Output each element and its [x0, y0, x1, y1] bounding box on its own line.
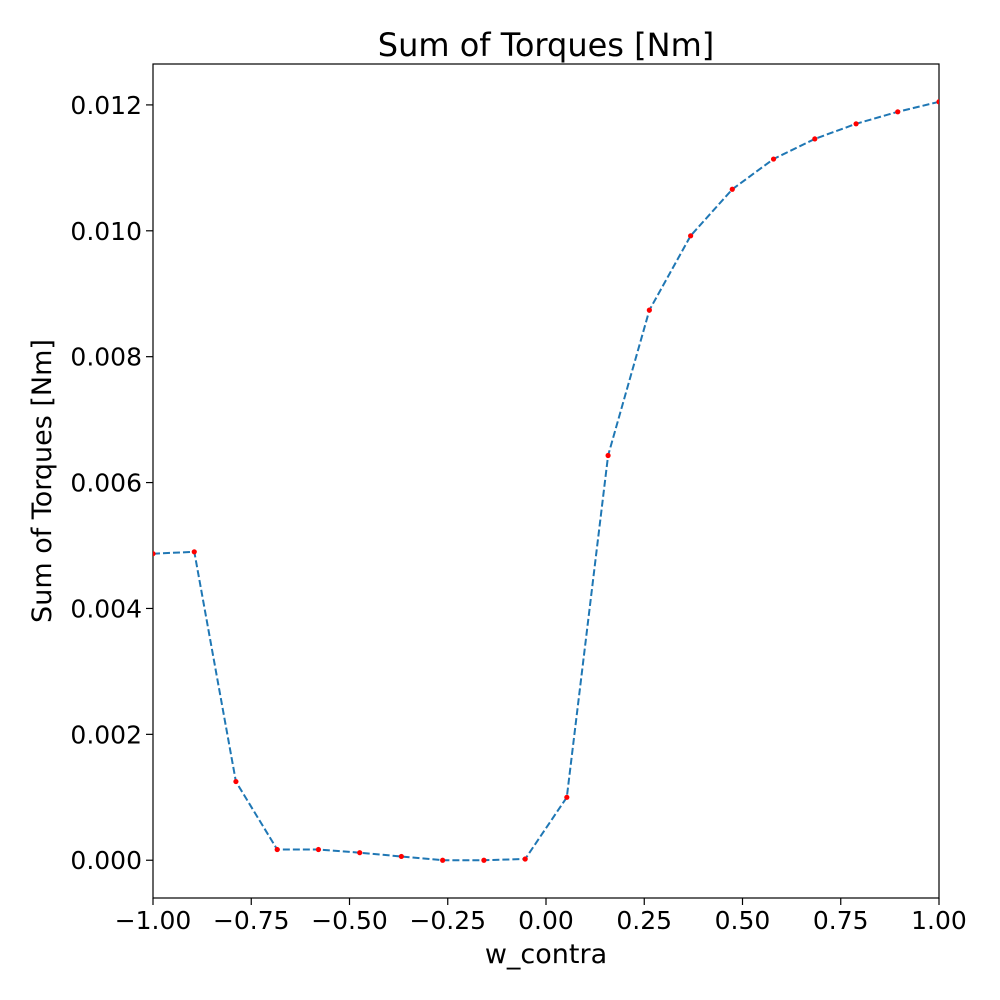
data-point	[357, 850, 363, 856]
data-point	[853, 121, 859, 127]
y-tick-label: 0.000	[70, 846, 142, 875]
series-layer	[153, 99, 939, 863]
x-axis: −1.00 −0.75 −0.50 −0.25 0.00 0.25 0.50 0.75 1.00	[115, 898, 967, 935]
data-point	[936, 99, 939, 105]
data-point	[895, 109, 901, 115]
data-point	[191, 549, 197, 555]
x-tick-label: 0.25	[616, 906, 672, 935]
x-tick-label: −1.00	[115, 906, 192, 935]
data-point	[233, 778, 239, 785]
data-point	[812, 136, 818, 142]
x-tick-label: 1.00	[911, 906, 967, 935]
y-tick-label: 0.012	[70, 91, 142, 120]
data-point	[398, 853, 404, 860]
x-tick-label: 0.75	[813, 906, 869, 935]
data-point	[522, 856, 528, 862]
x-tick-label: −0.75	[213, 906, 290, 935]
data-point	[315, 846, 322, 853]
data-point	[153, 551, 156, 557]
plot-frame	[152, 63, 940, 899]
y-axis-label: Sum of Torques [Nm]	[27, 339, 58, 623]
y-tick-label: 0.004	[70, 594, 142, 623]
y-tick-label: 0.006	[70, 469, 142, 498]
data-point	[564, 794, 570, 800]
data-point	[274, 846, 280, 853]
data-point	[770, 156, 777, 162]
x-tick-label: 0.50	[715, 906, 771, 935]
x-tick-label: −0.50	[311, 906, 388, 935]
x-tick-label: 0.00	[518, 906, 574, 935]
y-axis: 0.000 0.002 0.004 0.006 0.008 0.010 0.012	[70, 91, 153, 875]
chart-title: Sum of Torques [Nm]	[378, 26, 714, 64]
data-point	[605, 452, 611, 459]
data-point	[481, 857, 487, 863]
data-point	[688, 233, 694, 239]
x-axis-label: w_contra	[485, 939, 607, 970]
series-line	[153, 100, 939, 862]
data-point	[729, 186, 735, 192]
y-tick-label: 0.008	[70, 343, 142, 372]
x-tick-label: −0.25	[409, 906, 486, 935]
y-tick-label: 0.010	[70, 217, 142, 246]
y-tick-label: 0.002	[70, 720, 142, 749]
data-point	[440, 857, 446, 863]
data-point	[646, 307, 652, 313]
